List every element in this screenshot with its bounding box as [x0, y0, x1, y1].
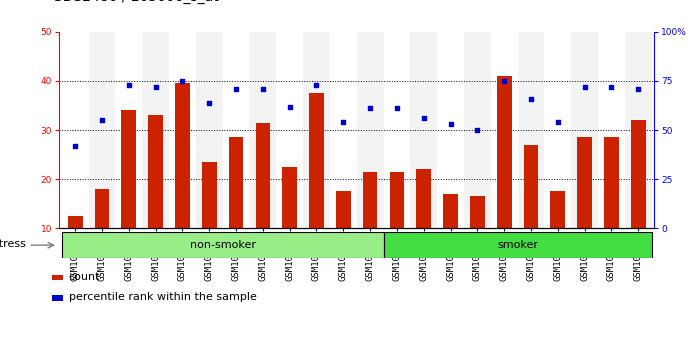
Bar [255, 123, 270, 228]
Bar [68, 216, 83, 228]
Point [97, 118, 108, 123]
Point [472, 127, 483, 133]
Bar [443, 194, 458, 228]
Point [365, 105, 376, 111]
Bar [356, 32, 383, 228]
Bar [336, 192, 351, 228]
Text: stress: stress [0, 239, 26, 249]
Point [150, 84, 161, 90]
Point [418, 115, 429, 121]
Point [311, 82, 322, 88]
Bar [122, 110, 136, 228]
Point [338, 119, 349, 125]
Text: count: count [69, 272, 100, 282]
Bar [88, 32, 116, 228]
Bar [52, 296, 63, 301]
Bar [411, 32, 437, 228]
Bar [95, 189, 109, 228]
Bar [577, 137, 592, 228]
Text: non-smoker: non-smoker [190, 240, 255, 250]
Bar [416, 170, 431, 228]
Bar [202, 162, 216, 228]
Bar [52, 275, 63, 280]
Point [70, 143, 81, 149]
FancyBboxPatch shape [62, 232, 383, 258]
Bar [309, 93, 324, 228]
Bar [148, 115, 163, 228]
Bar [497, 76, 512, 228]
Point [552, 119, 563, 125]
Point [498, 78, 509, 84]
Bar [283, 167, 297, 228]
Point [445, 121, 456, 127]
Bar [625, 32, 651, 228]
Point [633, 86, 644, 92]
Bar [175, 84, 190, 228]
Bar [551, 192, 565, 228]
Point [123, 82, 134, 88]
FancyBboxPatch shape [383, 232, 651, 258]
Bar [604, 137, 619, 228]
Bar [464, 32, 491, 228]
Bar [571, 32, 598, 228]
Bar [142, 32, 169, 228]
Point [230, 86, 242, 92]
Bar [523, 145, 538, 228]
Bar [470, 196, 484, 228]
Bar [196, 32, 223, 228]
Bar [631, 120, 645, 228]
Bar [390, 172, 404, 228]
Point [177, 78, 188, 84]
Bar [249, 32, 276, 228]
Point [579, 84, 590, 90]
Point [606, 84, 617, 90]
Point [204, 100, 215, 105]
Bar [363, 172, 377, 228]
Bar [303, 32, 330, 228]
Text: GDS2486 / 205006_s_at: GDS2486 / 205006_s_at [52, 0, 219, 4]
Text: smoker: smoker [497, 240, 538, 250]
Point [284, 104, 295, 109]
Bar [229, 137, 244, 228]
Point [258, 86, 269, 92]
Point [525, 96, 537, 102]
Text: percentile rank within the sample: percentile rank within the sample [69, 292, 257, 302]
Point [391, 105, 402, 111]
Bar [518, 32, 544, 228]
